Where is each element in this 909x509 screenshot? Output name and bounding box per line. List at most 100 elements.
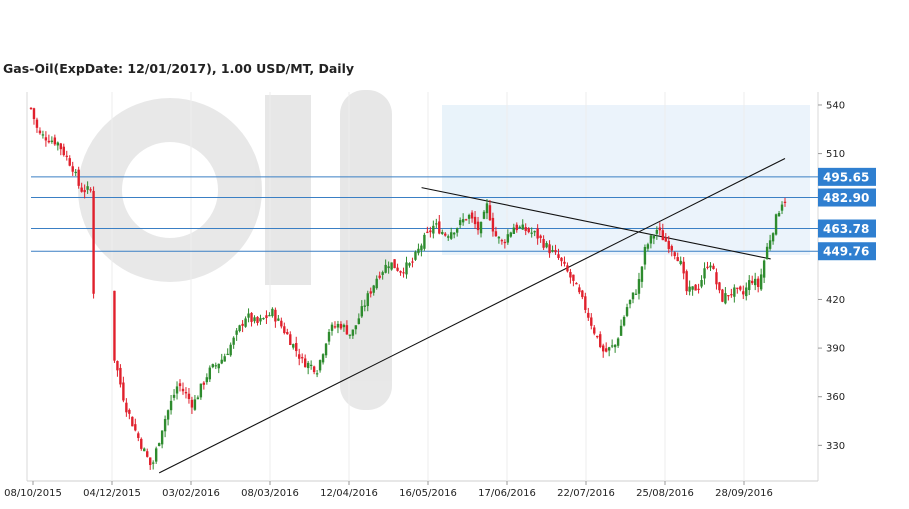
- candle-body: [274, 309, 277, 322]
- candle-body: [533, 231, 536, 233]
- candle-body: [193, 399, 197, 410]
- candle-body: [452, 232, 456, 235]
- candle-body: [378, 275, 381, 278]
- candle-body: [748, 280, 751, 291]
- candle-body: [44, 137, 48, 141]
- candle-body: [497, 236, 501, 239]
- candle-body: [640, 266, 644, 282]
- candle-body: [444, 233, 447, 236]
- candle-body: [593, 327, 596, 334]
- candle-body: [455, 228, 459, 233]
- candle-body: [265, 315, 268, 319]
- candle-body: [408, 263, 411, 266]
- candle-body: [53, 137, 57, 145]
- candle-body: [569, 271, 572, 278]
- candle-body: [765, 246, 769, 260]
- candle-body: [387, 266, 390, 269]
- candle-body: [160, 430, 164, 445]
- candle-body: [703, 268, 706, 279]
- level-label-box: [818, 219, 876, 238]
- candle-body: [530, 232, 533, 234]
- candle-body: [435, 223, 438, 225]
- x-axis-ticks: 08/10/2015 04/12/2015 03/02/2016 08/03/2016…: [4, 481, 773, 499]
- candle-body: [411, 261, 414, 263]
- candle-body: [235, 330, 238, 335]
- candle-body: [166, 410, 170, 420]
- candle-body: [506, 234, 510, 243]
- candle-body: [712, 265, 715, 270]
- candle-body: [59, 143, 63, 150]
- candle-body: [390, 262, 393, 270]
- level-label-box: [818, 167, 876, 186]
- candle-body: [32, 108, 36, 120]
- candle-body: [464, 219, 468, 221]
- trend-lines: [158, 157, 786, 474]
- x-tick-label: 25/08/2016: [636, 488, 694, 499]
- candle-body: [134, 424, 137, 431]
- candle-body: [184, 391, 188, 394]
- candle-body: [163, 419, 167, 432]
- candle-body: [709, 265, 712, 268]
- candle-body: [190, 399, 194, 408]
- candle-body: [688, 286, 691, 292]
- candle-body: [423, 234, 426, 249]
- candle-body: [286, 332, 289, 335]
- candle-body: [330, 324, 334, 331]
- candle-body: [420, 245, 423, 251]
- candle-body: [214, 365, 217, 367]
- candle-body: [628, 299, 632, 305]
- candle-body: [488, 205, 492, 221]
- candle-body: [232, 337, 235, 345]
- candle-body: [298, 354, 301, 359]
- candle-body: [366, 293, 369, 307]
- candle-body: [616, 338, 620, 346]
- candle-body: [131, 416, 134, 427]
- candle-body: [491, 217, 495, 232]
- candle-body: [625, 307, 629, 316]
- candle-body: [548, 244, 551, 254]
- candle-body: [238, 325, 241, 332]
- watermark: [78, 90, 810, 410]
- candle-body: [414, 251, 417, 260]
- candle-body: [38, 130, 42, 134]
- candle-body: [381, 272, 384, 275]
- candle-body: [268, 315, 271, 317]
- candle-body: [566, 265, 569, 272]
- candle-body: [602, 345, 605, 352]
- candle-body: [295, 343, 298, 352]
- candle-body: [590, 317, 593, 326]
- candle-body: [572, 274, 575, 281]
- y-tick-label: 510: [826, 149, 845, 160]
- candle-body: [157, 443, 161, 446]
- candle-body: [50, 140, 54, 142]
- candle-body: [62, 146, 65, 156]
- candle-body: [47, 140, 51, 143]
- candle-body: [324, 343, 328, 356]
- candle-body: [256, 316, 259, 324]
- candle-body: [500, 240, 504, 242]
- x-tick-label: 22/07/2016: [557, 488, 615, 499]
- trend-line: [158, 157, 786, 474]
- candle-body: [783, 201, 787, 203]
- candle-body: [673, 252, 676, 257]
- candle-body: [777, 212, 781, 217]
- candle-body: [309, 364, 313, 367]
- candle-body: [759, 274, 763, 290]
- candle-body: [253, 317, 256, 322]
- candle-body: [596, 335, 599, 338]
- candle-body: [128, 409, 131, 414]
- candle-body: [181, 388, 185, 392]
- candle-body: [756, 278, 760, 287]
- candle-body: [718, 282, 721, 291]
- candle-body: [742, 291, 745, 295]
- candle-body: [429, 230, 432, 233]
- candle-body: [306, 362, 310, 369]
- level-label-text: 495.65: [823, 170, 869, 184]
- candle-body: [151, 462, 155, 464]
- candle-body: [312, 366, 316, 373]
- candle-body: [515, 224, 518, 231]
- candle-body: [512, 227, 515, 234]
- candle-body: [745, 287, 748, 297]
- candle-body: [223, 356, 226, 362]
- candle-body: [694, 284, 697, 291]
